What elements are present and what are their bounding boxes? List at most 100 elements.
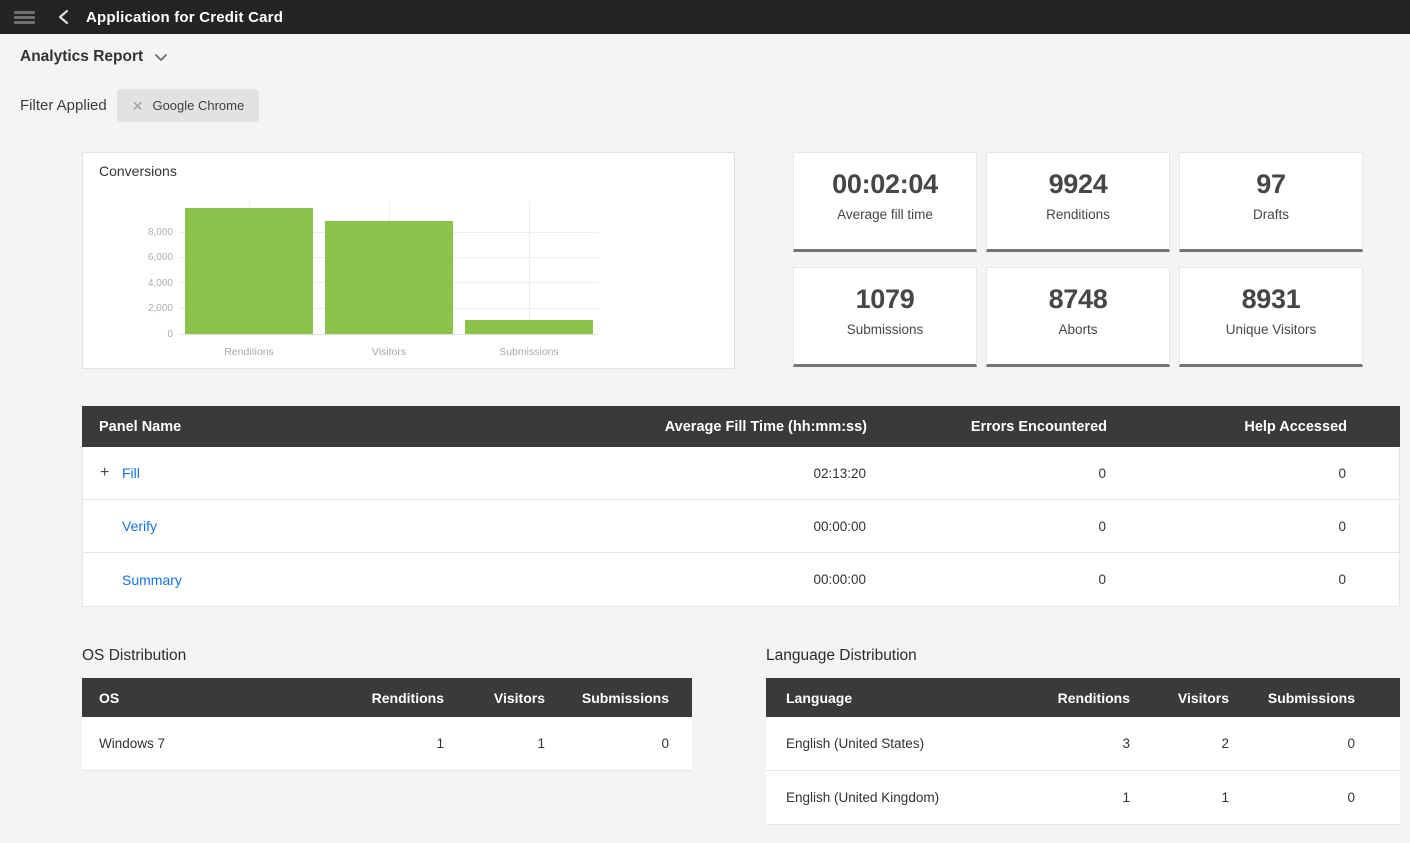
chart-yticks: 0 2,000 4,000 6,000 8,000 [83,201,173,340]
filter-chip-label: Google Chrome [152,98,245,113]
cell-help: 0 [1338,572,1346,587]
cell-help: 0 [1338,518,1346,534]
cell-language-name: English (United Kingdom) [786,790,940,805]
bar-submissions [464,320,594,334]
column-header-submissions: Submissions [1267,689,1355,706]
os-table-header: OS Renditions Visitors Submissions [82,678,692,717]
x-axis-category-label: Submissions [499,346,559,358]
stat-value: 8931 [1241,284,1301,314]
x-axis-category-label: Visitors [371,346,407,358]
language-distribution: Language Distribution Language Rendition… [766,647,1400,825]
stat-card-unique-visitors: 8931 Unique Visitors [1179,267,1363,367]
stat-value: 1079 [855,284,915,314]
stat-label: Renditions [1046,207,1110,222]
os-distribution-title: OS Distribution [82,647,187,664]
cell-avg-fill-time: 00:00:00 [813,572,866,587]
stat-card-drafts: 97 Drafts [1179,152,1363,252]
cell-submissions: 0 [661,736,669,751]
filter-chip-google-chrome[interactable]: ✕ Google Chrome [116,89,260,122]
table-row-fill: + Fill 02:13:20 0 0 [83,447,1399,500]
column-header-errors-encountered: Errors Encountered [970,418,1107,435]
filter-applied-label: Filter Applied [20,97,107,114]
stat-value: 9924 [1048,169,1108,199]
y-axis-tick-label: 0 [167,329,173,340]
cell-language-name: English (United States) [786,736,925,751]
expand-icon[interactable]: + [100,464,110,481]
panel-table-header: Panel Name Average Fill Time (hh:mm:ss) … [82,406,1400,447]
stat-card-submissions: 1079 Submissions [793,267,977,367]
language-table-header: Language Renditions Visitors Submissions [766,678,1400,717]
hamburger-menu-icon[interactable] [14,10,35,24]
column-header-visitors: Visitors [1177,689,1229,706]
cell-avg-fill-time: 00:00:00 [813,518,866,534]
stat-card-aborts: 8748 Aborts [986,267,1170,367]
conversions-chart-panel: Conversions 0 2,000 4,000 6,000 8,000 Rendit… [82,152,735,369]
chart-xlabels: Renditions Visitors Submissions [179,346,599,358]
bar-slot [179,201,319,334]
stats-grid: 00:02:04 Average fill time 9924 Renditio… [793,152,1363,369]
y-axis-tick-label: 2,000 [147,303,173,315]
language-distribution-title: Language Distribution [766,647,917,664]
panel-table: Panel Name Average Fill Time (hh:mm:ss) … [82,406,1400,607]
panel-table-body: + Fill 02:13:20 0 0 Verify 00:00:00 0 0 … [82,447,1400,607]
stat-value: 00:02:04 [832,169,938,199]
cell-renditions: 1 [436,736,444,751]
stat-card-average-fill-time: 00:02:04 Average fill time [793,152,977,252]
report-selector[interactable]: Analytics Report [0,34,1410,66]
column-header-panel-name: Panel Name [99,418,182,435]
column-header-os: OS [99,689,120,706]
table-row-windows7: Windows 7 1 1 0 [82,717,692,771]
back-button[interactable] [57,9,70,25]
bar-visitors [324,220,454,334]
panel-link-summary[interactable]: Summary [122,571,182,588]
table-row-verify: Verify 00:00:00 0 0 [83,500,1399,553]
column-header-language: Language [786,689,853,706]
stat-label: Drafts [1252,207,1289,222]
dashboard-row: Conversions 0 2,000 4,000 6,000 8,000 Rendit… [82,152,1410,369]
stat-label: Average fill time [837,207,933,222]
column-header-help-accessed: Help Accessed [1244,418,1347,435]
y-axis-tick-label: 8,000 [147,226,173,238]
gridline-vertical [529,201,530,334]
table-row-english-us: English (United States) 3 2 0 [766,717,1400,771]
report-selector-label: Analytics Report [20,48,144,65]
remove-filter-icon[interactable]: ✕ [131,97,144,114]
bar-renditions [184,208,314,334]
y-axis-tick-label: 4,000 [147,277,173,289]
chart-plot [179,201,599,335]
x-axis-category-label: Renditions [224,346,274,358]
back-chevron-icon [58,9,69,25]
cell-submissions: 0 [1347,790,1355,805]
top-bar: Application for Credit Card [0,0,1410,34]
cell-visitors: 2 [1221,736,1229,751]
column-header-renditions: Renditions [1057,689,1130,706]
stat-label: Unique Visitors [1225,322,1317,337]
cell-renditions: 3 [1122,736,1130,751]
stat-value: 97 [1256,169,1286,199]
y-axis-tick-label: 6,000 [147,252,173,264]
column-header-submissions: Submissions [581,689,669,706]
cell-visitors: 1 [537,736,545,751]
table-row-summary: Summary 00:00:00 0 0 [83,553,1399,606]
distribution-section: OS Distribution OS Renditions Visitors S… [82,647,1400,825]
panel-link-verify[interactable]: Verify [122,518,158,534]
cell-submissions: 0 [1347,736,1355,751]
cell-help: 0 [1338,465,1346,481]
panel-link-fill[interactable]: Fill [122,465,140,481]
page-title: Application for Credit Card [86,8,284,26]
table-row-english-uk: English (United Kingdom) 1 1 0 [766,771,1400,825]
cell-avg-fill-time: 02:13:20 [813,465,866,481]
cell-errors: 0 [1098,572,1106,587]
os-distribution: OS Distribution OS Renditions Visitors S… [82,647,692,825]
stat-value: 8748 [1048,284,1108,314]
chart-title: Conversions [99,163,177,179]
chevron-down-icon[interactable] [154,53,168,62]
bar-slot [459,201,599,334]
cell-visitors: 1 [1221,790,1229,805]
column-header-renditions: Renditions [371,689,444,706]
stat-label: Aborts [1058,322,1098,337]
stat-card-renditions: 9924 Renditions [986,152,1170,252]
cell-errors: 0 [1098,465,1106,481]
filter-bar: Filter Applied ✕ Google Chrome [0,89,1410,122]
bar-slot [319,201,459,334]
